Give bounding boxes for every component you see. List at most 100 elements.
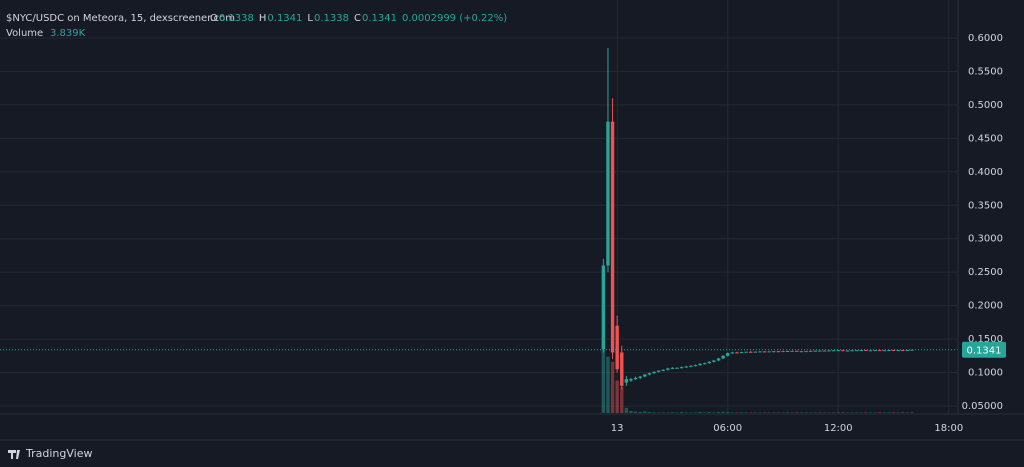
- volume-value: 3.839K: [50, 28, 86, 39]
- x-tick-label: 13: [611, 423, 624, 434]
- candle-body: [693, 365, 698, 367]
- candle-body: [652, 371, 656, 374]
- candle-body: [744, 351, 748, 353]
- ohlc-letter: L: [307, 13, 313, 24]
- candle-body: [721, 355, 725, 359]
- volume-bar: [864, 412, 868, 413]
- volume-bar: [652, 412, 656, 413]
- volume-bar: [721, 411, 725, 413]
- candle-body: [799, 351, 804, 353]
- candle-body: [831, 350, 836, 352]
- volume-bar: [702, 412, 707, 413]
- volume-bar: [615, 380, 619, 413]
- candle-body: [661, 369, 665, 371]
- volume-bar: [753, 412, 758, 413]
- volume-bar: [735, 412, 739, 413]
- x-tick-label: 12:00: [824, 423, 853, 434]
- chart-title: $NYC/USDC on Meteora, 15, dexscreener.co…: [6, 13, 235, 24]
- candle-body: [606, 121, 610, 266]
- y-tick-label: 0.3000: [968, 234, 1003, 245]
- y-tick-label: 0.1000: [968, 368, 1003, 379]
- candle-body: [887, 350, 891, 352]
- volume-bar: [868, 412, 873, 413]
- candle-body: [822, 350, 827, 352]
- last-price-label: 0.1341: [967, 346, 1002, 357]
- volume-bar: [670, 412, 675, 413]
- candle-body: [854, 350, 859, 352]
- volume-bar: [896, 412, 900, 413]
- candle-body: [620, 352, 624, 386]
- candle-body: [785, 350, 790, 352]
- y-tick-label: 0.3500: [968, 200, 1003, 211]
- volume-bar: [831, 412, 836, 413]
- candle-body: [716, 358, 721, 361]
- volume-bar: [726, 412, 730, 413]
- volume-bar: [656, 412, 661, 413]
- candle-body: [615, 325, 619, 370]
- candle-body: [675, 367, 679, 369]
- y-tick-label: 0.2500: [968, 267, 1003, 278]
- candle-body: [689, 365, 693, 367]
- candle-body: [795, 350, 799, 352]
- candle-body: [698, 363, 702, 366]
- candle-body: [735, 352, 739, 354]
- candle-body: [767, 351, 771, 353]
- volume-bar: [813, 412, 817, 413]
- candle-body: [781, 351, 785, 353]
- candle-body: [666, 368, 670, 370]
- volume-bar: [758, 412, 762, 413]
- candle-body: [726, 353, 730, 356]
- y-tick-label: 0.6000: [968, 33, 1003, 44]
- candle-body: [841, 350, 845, 352]
- candle-body: [910, 349, 914, 351]
- volume-bar: [799, 412, 804, 413]
- volume-bar: [822, 412, 827, 413]
- volume-bar: [845, 412, 850, 413]
- candle-body: [804, 351, 808, 353]
- candle-body: [707, 361, 711, 364]
- volume-bar: [873, 412, 877, 413]
- volume-bar: [698, 411, 702, 413]
- volume-bar: [795, 412, 799, 413]
- y-tick-label: 0.05000: [962, 401, 1003, 412]
- candle-body: [845, 350, 850, 352]
- y-tick-label: 0.4500: [968, 133, 1003, 144]
- candle-body: [670, 367, 675, 369]
- candle-body: [643, 374, 647, 377]
- volume-bar: [643, 411, 647, 413]
- change-value: 0.0002999 (+0.22%): [402, 13, 507, 24]
- volume-bar: [744, 412, 748, 413]
- y-tick-label: 0.2000: [968, 301, 1003, 312]
- candle-body: [624, 379, 629, 383]
- candle-body: [739, 352, 744, 354]
- tradingview-logo: [8, 450, 20, 459]
- candle-body: [808, 350, 813, 352]
- last-price-badge: [962, 341, 1006, 358]
- volume-bar: [707, 412, 711, 413]
- candle-body: [850, 350, 854, 352]
- volume-bar: [601, 344, 606, 413]
- candle-body: [868, 350, 873, 352]
- volume-bar: [661, 412, 665, 413]
- volume-bar: [891, 412, 896, 413]
- volume-bar: [762, 412, 767, 413]
- candle-body: [758, 351, 762, 353]
- candle-body: [864, 350, 868, 352]
- volume-bar: [808, 412, 813, 413]
- volume-title: Volume: [6, 28, 43, 39]
- volume-bar: [772, 412, 776, 413]
- candle-body: [896, 350, 900, 352]
- volume-bar: [712, 412, 716, 413]
- volume-bar: [647, 412, 652, 413]
- volume-bar: [859, 412, 863, 413]
- volume-bar: [638, 411, 642, 413]
- candle-body: [776, 351, 781, 353]
- volume-bar: [666, 412, 670, 413]
- candle-body: [827, 350, 831, 352]
- volume-bar: [684, 412, 688, 413]
- y-tick-label: 0.5000: [968, 100, 1003, 111]
- candle-body: [629, 379, 633, 381]
- candle-body: [762, 351, 767, 353]
- y-tick-label: 0.1500: [968, 334, 1003, 345]
